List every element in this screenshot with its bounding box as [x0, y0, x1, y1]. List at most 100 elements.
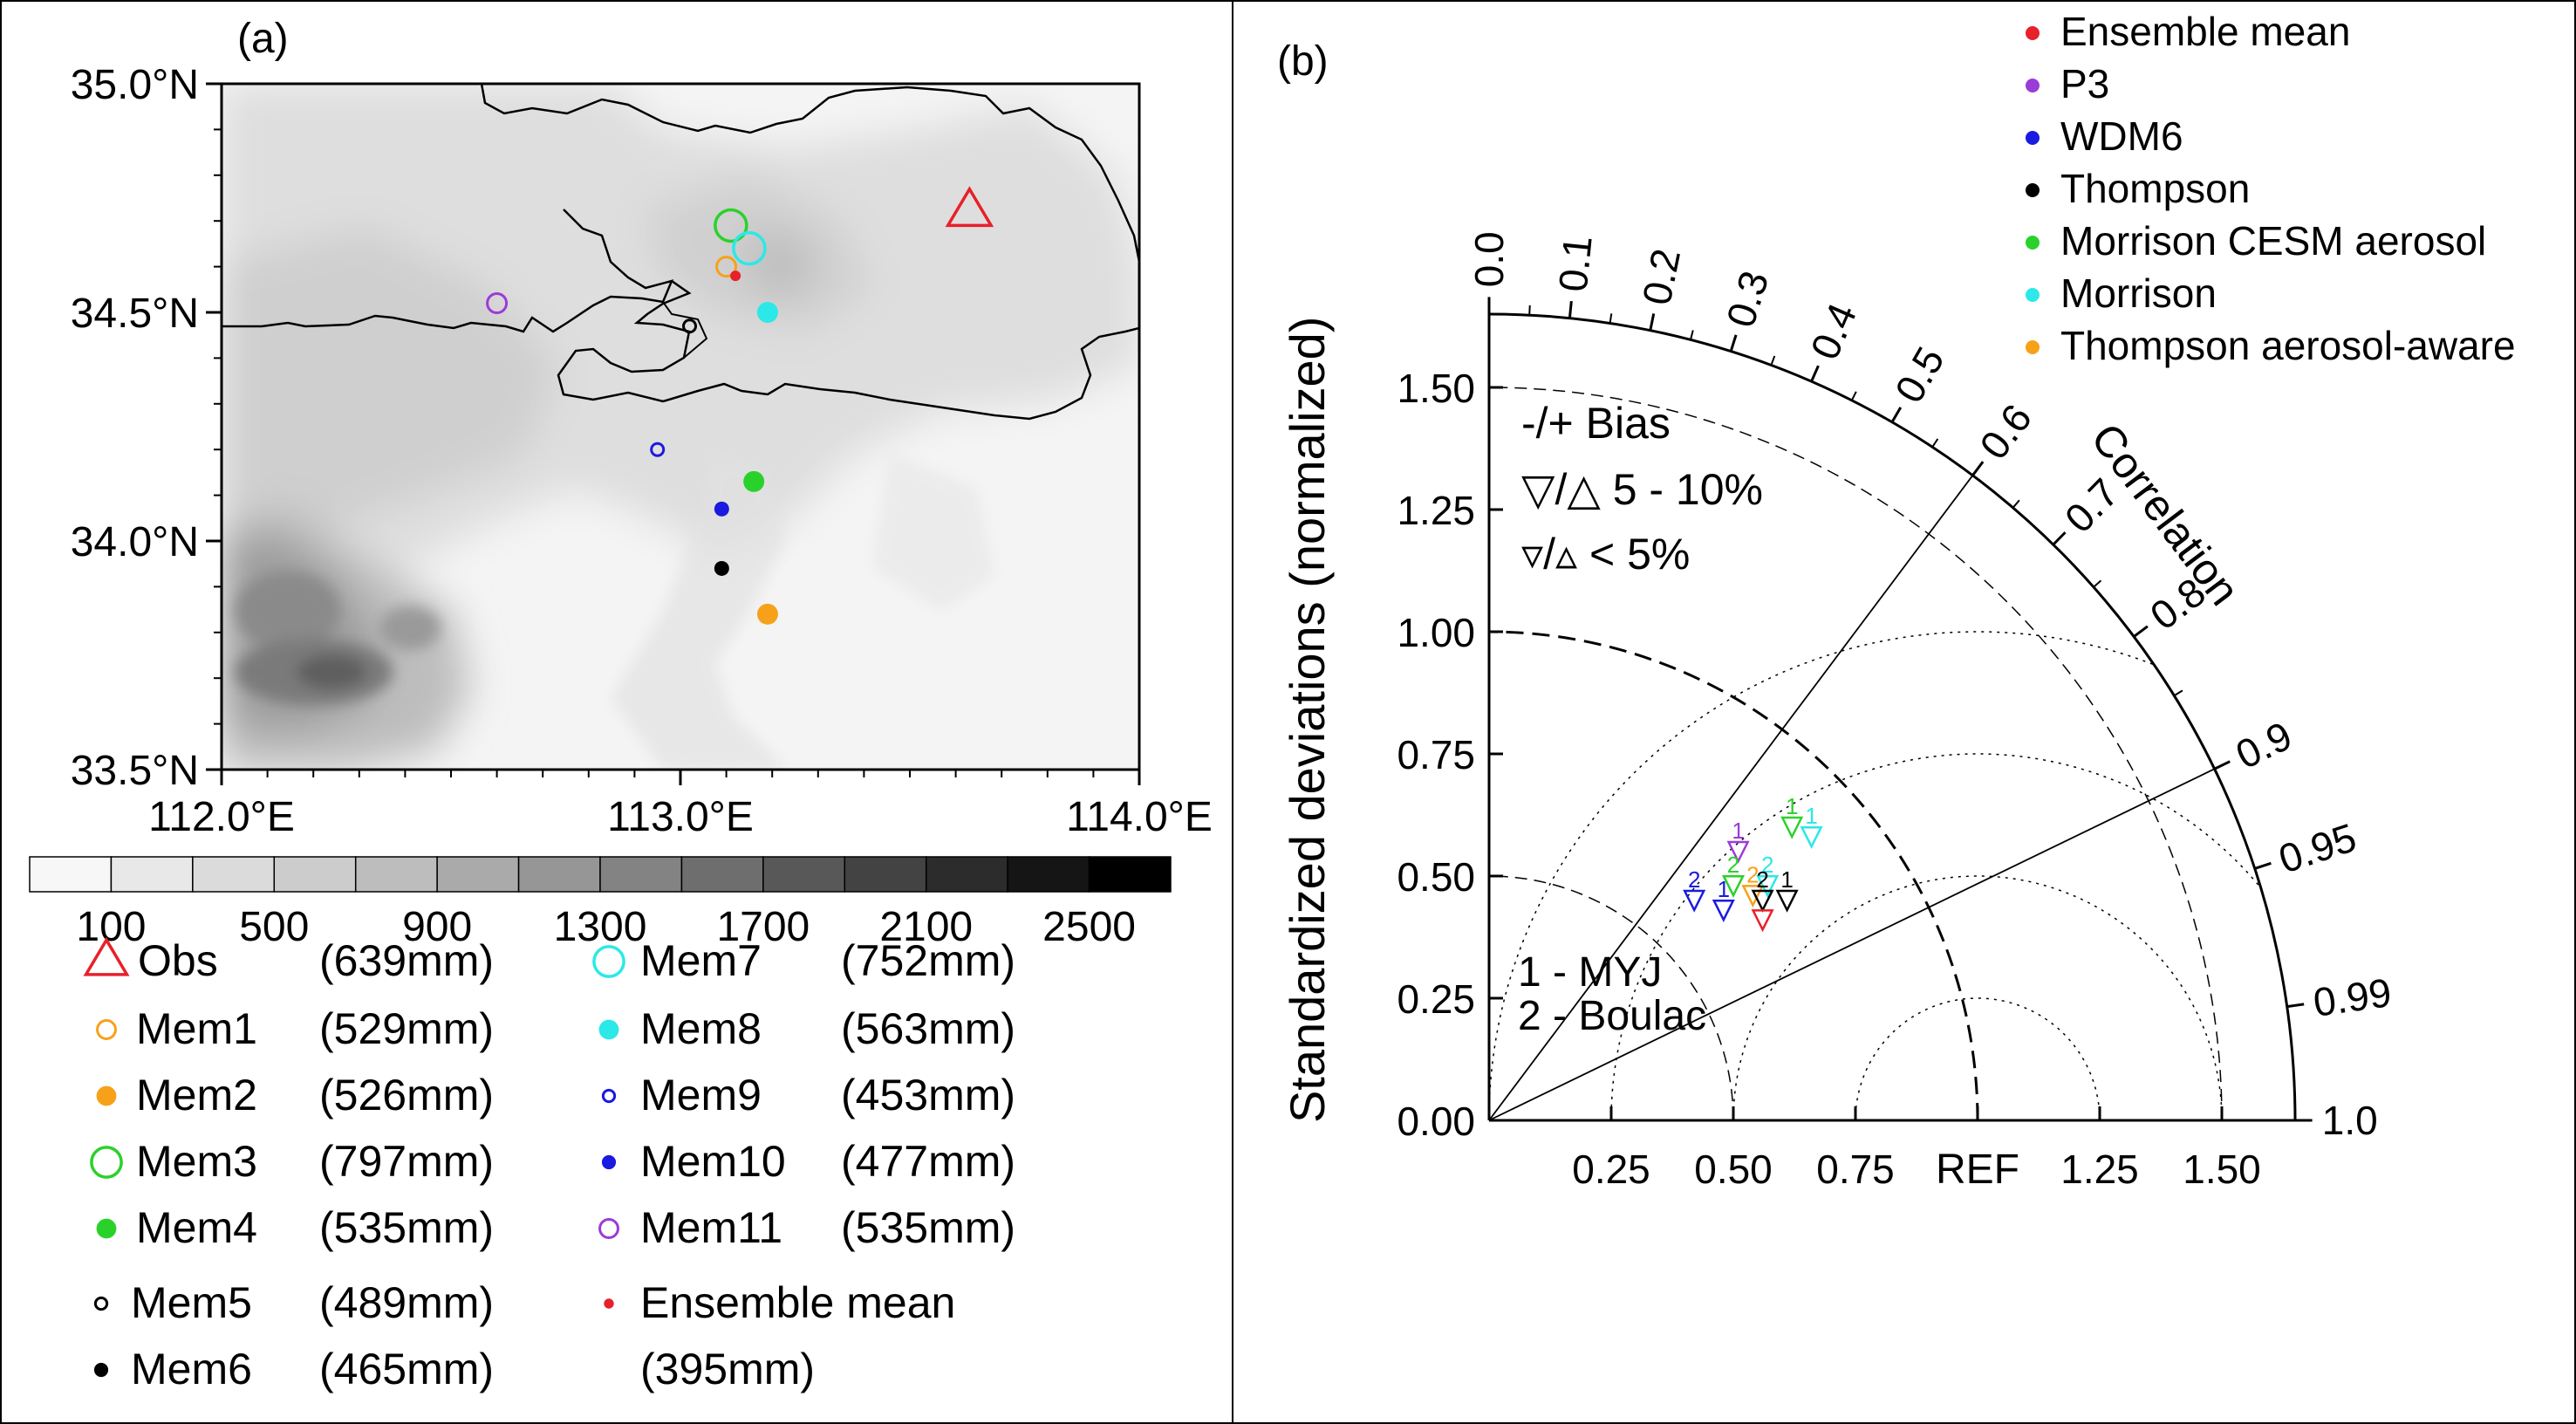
province-boundary [662, 301, 708, 359]
colorbar-box [517, 856, 601, 893]
taylor-point-marker [1751, 909, 1774, 933]
legend-symbol-mem10 [601, 1154, 617, 1170]
std-arc [1488, 875, 1734, 1121]
map-marker-mem6 [714, 560, 729, 576]
map-marker-mem8 [756, 302, 778, 323]
corr-tick [2052, 531, 2067, 546]
corr-minor-tick [2173, 689, 2183, 697]
legend-symbol-mem4 [96, 1218, 117, 1239]
x-tick-label: 112.0°E [148, 794, 295, 840]
panel-a-label: (a) [237, 16, 289, 62]
taylor-point-marker [1800, 825, 1823, 849]
legend-value: (477mm) [841, 1137, 1015, 1186]
legend-symbol-mem2 [96, 1085, 117, 1106]
colorbar-box [1007, 856, 1090, 893]
reference-std-arc [1488, 630, 1979, 1121]
taylor-point-marker [1756, 874, 1780, 898]
legend-name: Mem1 [136, 1004, 257, 1053]
province-boundary [222, 209, 674, 333]
corr-minor-tick [2012, 499, 2020, 509]
correlation-line [1488, 768, 2215, 1121]
corr-tick [1649, 313, 1656, 331]
y-tick-label: 35.0°N [71, 62, 199, 108]
pbl-legend-text: 1 - MYJ [1518, 949, 1662, 996]
legend-value: (453mm) [841, 1071, 1015, 1119]
corr-tick-label: 0.95 [2273, 814, 2361, 881]
y-tick-label: 0.00 [1397, 1099, 1475, 1144]
legend-symbol-obs [83, 936, 130, 976]
corr-minor-tick [1609, 313, 1613, 324]
taylor-point-marker [1721, 874, 1746, 898]
legend-name: Mem8 [640, 1004, 762, 1053]
rmsd-arc [1732, 875, 2223, 1121]
colorbar: 100 500 900 1300 1700 2100 2500 [29, 856, 1172, 950]
legend-label: Thompson aerosol-aware [2060, 323, 2516, 368]
corr-minor-tick [2254, 865, 2265, 870]
panel-b: (b) 0.0 0.1 0.2 0.3 0.40.50.60.70.80.90.950.… [1277, 9, 2516, 1193]
legend-symbol-mem8 [598, 1019, 619, 1040]
map-marker-mem5 [682, 318, 698, 334]
taylor-diagram: 0.0 0.1 0.2 0.3 0.40.50.60.70.80.90.950.991.… [1280, 231, 2395, 1193]
taylor-point-label: 2 [1746, 861, 1759, 887]
legend-label: P3 [2060, 61, 2109, 106]
map-marker-obs [945, 186, 994, 228]
panel-b-label: (b) [1277, 38, 1329, 85]
corr-tick [1890, 407, 1903, 423]
taylor-point-label: 2 [1761, 852, 1773, 878]
legend-value: (639mm) [319, 936, 494, 985]
legend-name: Mem5 [131, 1278, 252, 1327]
province-boundary [480, 84, 1139, 263]
taylor-point-label: 1 [1805, 803, 1817, 829]
y-tick-label: 1.25 [1397, 488, 1475, 533]
correlation-line [1488, 475, 1974, 1121]
legend-dot-thompson [2026, 183, 2040, 197]
y-tick-label: 34.5°N [71, 291, 199, 337]
legend-dot-morrison [2026, 288, 2040, 302]
pbl-legend-text: 2 - Boulac [1518, 993, 1706, 1039]
corr-tick-label: 0.4 [1801, 297, 1865, 366]
taylor-point-label: 1 [1732, 818, 1744, 844]
legend-label: Ensemble mean [2060, 9, 2350, 54]
y-tick-label: 33.5°N [71, 748, 199, 794]
colorbar-box [436, 856, 520, 893]
corr-minor-tick [1528, 305, 1531, 316]
rmsd-arc [1855, 997, 2101, 1121]
legend-name: Mem9 [640, 1071, 762, 1119]
legend-value: (535mm) [319, 1203, 494, 1252]
colorbar-box [599, 856, 683, 893]
map-markers [486, 186, 994, 625]
corr-tick-label: 0.2 [1633, 245, 1689, 309]
map-marker-mem2 [756, 603, 778, 625]
taylor-point-marker [1780, 816, 1804, 839]
colorbar-box [844, 856, 927, 893]
taylor-point-label: 1 [1786, 793, 1798, 819]
taylor-point-marker [1751, 889, 1774, 913]
legend-dot-p3 [2026, 79, 2040, 92]
rmsd-arc [1610, 753, 2259, 1121]
legend-label: Morrison [2060, 270, 2217, 316]
taylor-point-marker [1683, 889, 1706, 913]
rmsd-arc [1488, 631, 2153, 1121]
legend-dot-wdm6 [2026, 131, 2040, 145]
legend-name: Mem3 [136, 1137, 257, 1186]
map-marker-ensemble-mean [730, 270, 741, 282]
y-tick-label: 0.25 [1397, 976, 1475, 1022]
legend-label: Morrison CESM aerosol [2060, 218, 2486, 264]
colorbar-box [29, 856, 113, 893]
corr-tick-label: 0.0 [1466, 231, 1512, 287]
std-arc [1488, 387, 2223, 1121]
corr-tick-label: 0.3 [1718, 265, 1778, 332]
colorbar-box [354, 856, 438, 893]
legend-dot-morrison-cesm-aerosol [2026, 236, 2040, 250]
legend-value: (752mm) [841, 936, 1015, 985]
colorbar-label: 1700 [716, 904, 810, 950]
corr-tick [1568, 300, 1573, 318]
legend-name: Mem2 [136, 1071, 257, 1119]
corr-tick-label: 0.9 [2229, 713, 2299, 778]
map-marker-mem7 [732, 230, 767, 266]
corr-minor-tick [2093, 579, 2102, 588]
corr-minor-tick [1850, 391, 1857, 401]
